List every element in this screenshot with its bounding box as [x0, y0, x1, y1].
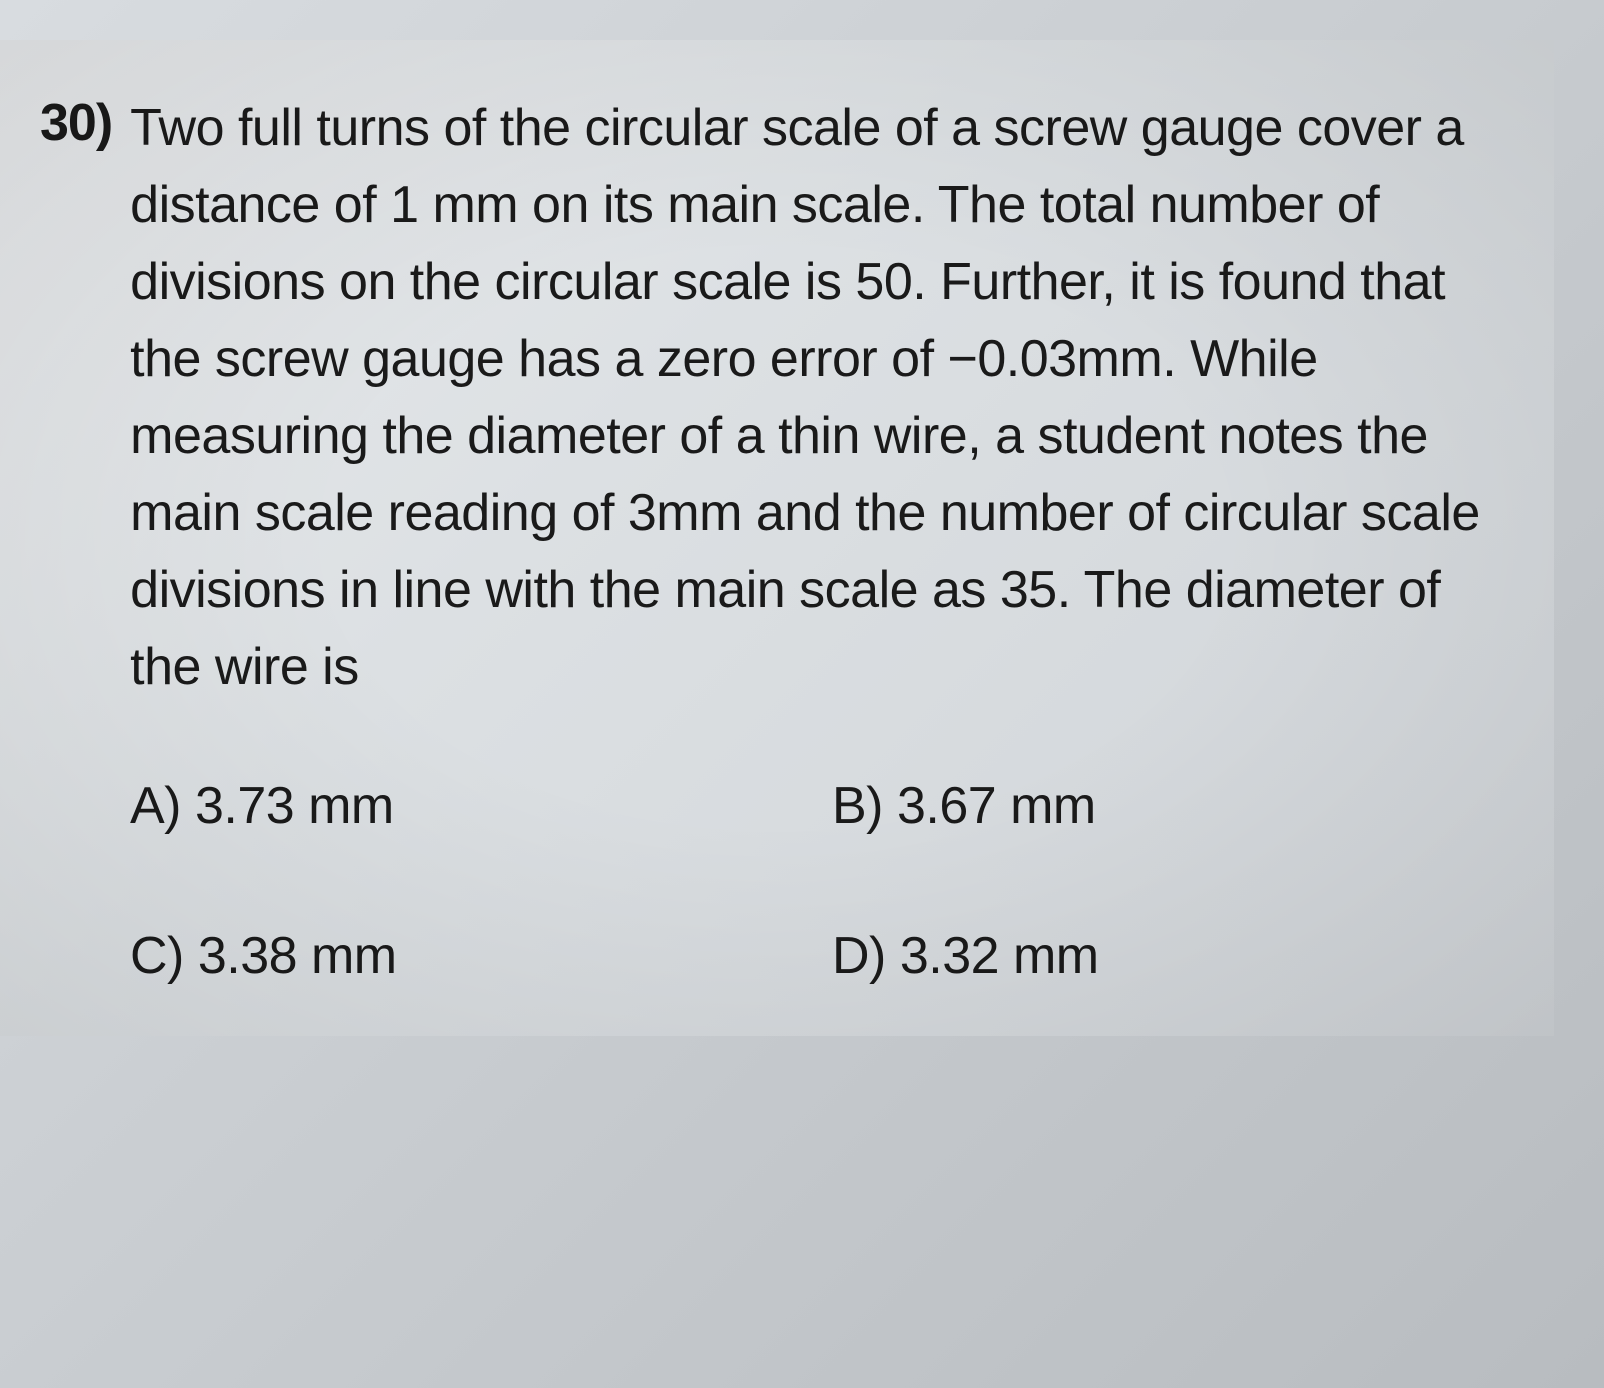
option-c[interactable]: C) 3.38 mm — [130, 926, 792, 986]
option-a[interactable]: A) 3.73 mm — [130, 776, 792, 836]
question-text: Two full turns of the circular scale of … — [130, 90, 1494, 706]
question-page: 30) Two full turns of the circular scale… — [0, 40, 1554, 1036]
option-a-label: A) — [130, 777, 181, 835]
option-b-value: 3.67 mm — [897, 777, 1096, 835]
options-grid: A) 3.73 mm B) 3.67 mm C) 3.38 mm D) 3.32… — [40, 776, 1494, 986]
option-c-label: C) — [130, 927, 184, 985]
option-d-label: D) — [832, 927, 886, 985]
option-b-label: B) — [832, 777, 883, 835]
option-d[interactable]: D) 3.32 mm — [832, 926, 1494, 986]
option-a-value: 3.73 mm — [195, 777, 394, 835]
option-d-value: 3.32 mm — [900, 927, 1099, 985]
question-number: 30) — [40, 90, 112, 158]
option-b[interactable]: B) 3.67 mm — [832, 776, 1494, 836]
question-block: 30) Two full turns of the circular scale… — [40, 90, 1494, 706]
option-c-value: 3.38 mm — [198, 927, 397, 985]
